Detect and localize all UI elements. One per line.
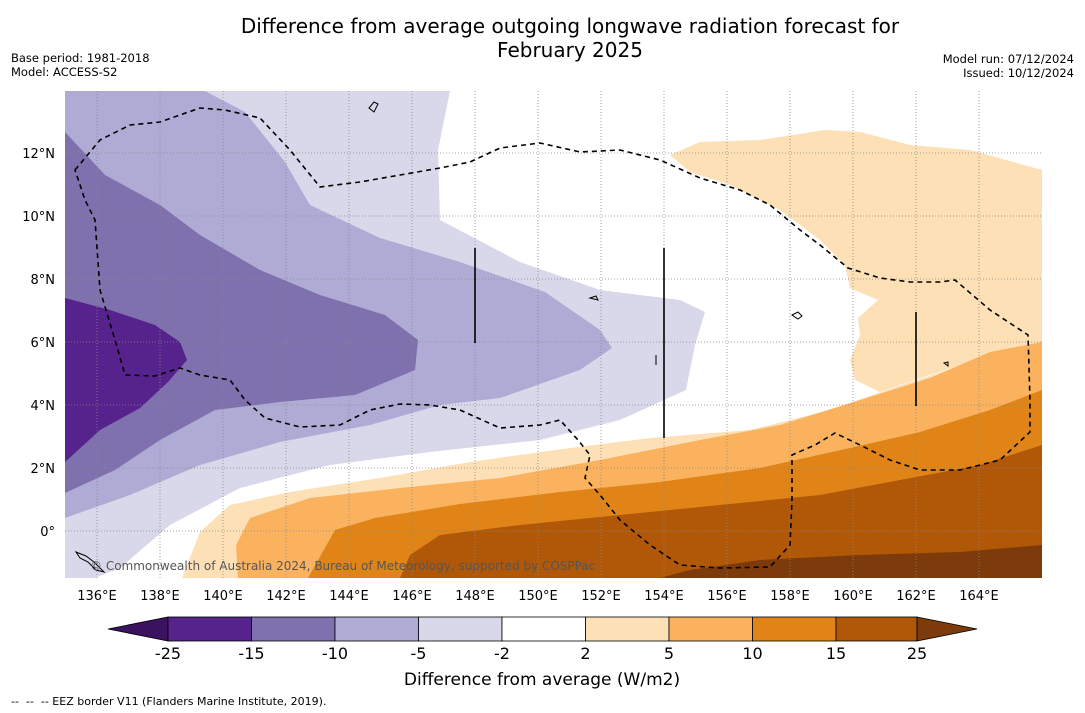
colorbar-extend-above: [916, 616, 978, 642]
lon-label: 156°E: [707, 589, 747, 604]
colorbar-bin: [585, 616, 670, 642]
colorbar-bin: [501, 616, 586, 642]
colorbar-label: 25: [907, 644, 927, 663]
lon-label: 164°E: [959, 589, 999, 604]
lon-label: 146°E: [392, 589, 432, 604]
lon-label: 138°E: [140, 589, 180, 604]
colorbar-bin: [334, 616, 419, 642]
lat-label: 4°N: [31, 399, 56, 414]
title-line-1: Difference from average outgoing longwav…: [240, 14, 900, 38]
island-pohnpei: [791, 311, 803, 320]
base-period: Base period: 1981-2018: [11, 51, 150, 65]
lon-label: 136°E: [77, 589, 117, 604]
colorbar-label: 15: [826, 644, 846, 663]
colorbar-bin: [668, 616, 753, 642]
copyright-notice: © Commonwealth of Australia 2024, Bureau…: [90, 559, 595, 573]
lon-label: 140°E: [203, 589, 243, 604]
lon-label: 154°E: [644, 589, 684, 604]
colorbar-bin: [167, 616, 252, 642]
lon-label: 162°E: [896, 589, 936, 604]
island-fais: [368, 101, 379, 113]
lat-label: 2°N: [31, 462, 56, 477]
eez-border-palau-fsm: [74, 107, 1031, 569]
island-kosrae: [942, 361, 949, 367]
map-title: Difference from average outgoing longwav…: [0, 14, 1085, 62]
lon-label: 148°E: [455, 589, 495, 604]
colorbar-label: -5: [411, 644, 427, 663]
eez-legend-note: -- -- -- EEZ border V11 (Flanders Marine…: [11, 695, 327, 708]
model-run-date: Model run: 07/12/2024: [942, 52, 1074, 66]
gridlines: [65, 91, 1042, 578]
lat-label: 10°N: [22, 210, 55, 225]
longitude-tick-labels: 136°E 138°E 140°E 142°E 144°E 146°E 148°…: [77, 589, 999, 604]
fill-minus-25-to-15: [65, 298, 187, 462]
lat-label: 12°N: [22, 147, 55, 162]
colorbar-bin: [835, 616, 918, 642]
colorbar-extend-below: [107, 616, 169, 642]
eez-borders: [74, 107, 1031, 569]
island-palau: [74, 550, 106, 573]
fill-plus-15-to-25: [400, 445, 1042, 578]
colorbar-bin: [418, 616, 503, 642]
colorbar-label: -10: [322, 644, 348, 663]
colorbar-label: 2: [580, 644, 590, 663]
lat-label: 0°: [40, 525, 55, 540]
latitude-tick-labels: 12°N 10°N 8°N 6°N 4°N 2°N 0°: [22, 147, 55, 540]
colorbar-labels: -25 -15 -10 -5 -2 2 5 10 15 25: [155, 644, 927, 663]
colorbar: [107, 616, 978, 642]
model-info: Base period: 1981-2018 Model: ACCESS-S2: [11, 51, 150, 79]
lat-label: 8°N: [31, 273, 56, 288]
model-name: Model: ACCESS-S2: [11, 65, 118, 79]
colorbar-label: 10: [742, 644, 762, 663]
colorbar-label: -2: [494, 644, 510, 663]
colorbar-label: 5: [664, 644, 674, 663]
contour-fills: [65, 91, 1042, 578]
colorbar-bin: [752, 616, 837, 642]
lon-label: 158°E: [770, 589, 810, 604]
lon-label: 144°E: [329, 589, 369, 604]
island-outlines: [74, 101, 949, 573]
lon-label: 152°E: [581, 589, 621, 604]
lat-label: 6°N: [31, 336, 56, 351]
fill-minus-15-to-10: [65, 132, 418, 493]
fill-plus-2-to-5-north: [670, 130, 1042, 392]
colorbar-bin: [251, 616, 336, 642]
title-line-2: February 2025: [497, 38, 643, 62]
run-info: Model run: 07/12/2024 Issued: 10/12/2024: [943, 52, 1074, 80]
colorbar-label: -25: [155, 644, 181, 663]
lon-label: 160°E: [833, 589, 873, 604]
lon-label: 150°E: [518, 589, 558, 604]
island-chuuk: [588, 295, 599, 301]
fill-above-25: [660, 545, 1042, 578]
issued-date: Issued: 10/12/2024: [963, 66, 1074, 80]
lon-label: 142°E: [266, 589, 306, 604]
colorbar-label: -15: [238, 644, 264, 663]
colorbar-title: Difference from average (W/m2): [404, 670, 680, 690]
